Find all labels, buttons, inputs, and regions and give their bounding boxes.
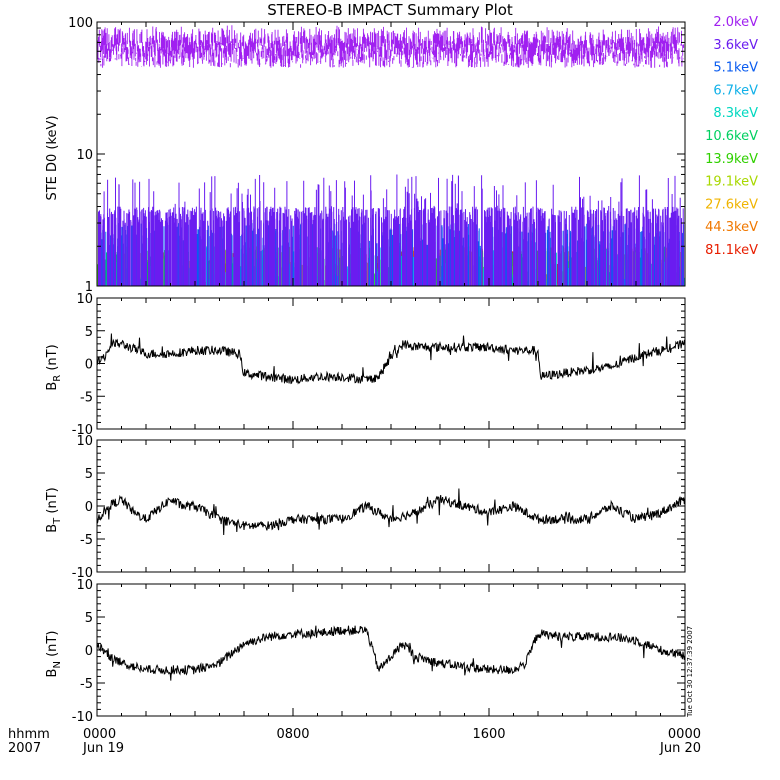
x-date-label: Jun 19	[82, 741, 124, 756]
x-row2-label: 2007	[8, 741, 41, 756]
legend-entry-3: 6.7keV	[713, 83, 758, 98]
field-trace	[96, 625, 686, 681]
timestamp-label: Tue Oct 30 12:37:39 2007	[686, 626, 694, 718]
energy-panel: 1 10 100 STE D0 (keV)	[45, 16, 686, 295]
y-tick-label: -5	[80, 390, 93, 405]
x-tick-label: 0800	[276, 727, 309, 742]
y-tick-label: -10	[72, 710, 93, 725]
field-ylabel: BR (nT)	[45, 344, 63, 390]
legend-entry-4: 8.3keV	[713, 106, 758, 121]
bt-panel: 10 5 0 -5 -10 BT (nT)	[45, 434, 686, 581]
y-tick-label: -10	[72, 423, 93, 438]
spectrum-trace-0	[97, 25, 685, 68]
x-date-label: Jun 20	[659, 741, 701, 756]
legend-entry-1: 3.6keV	[713, 38, 758, 53]
field-trace	[96, 333, 686, 385]
y-tick-label: 5	[85, 467, 93, 482]
br-panel: 10 5 0 -5 -10 BR (nT)	[45, 292, 686, 438]
legend-entry-0: 2.0keV	[713, 15, 758, 30]
x-tick-label: 0000	[668, 727, 701, 742]
legend-entry-7: 19.1keV	[705, 175, 758, 190]
energy-tick-label: 100	[68, 16, 93, 31]
chart-title: STEREO-B IMPACT Summary Plot	[267, 1, 513, 19]
field-ylabel: BN (nT)	[45, 631, 63, 678]
energy-tick-label: 10	[76, 148, 93, 163]
x-tick-label: 0000	[83, 727, 116, 742]
y-tick-label: 10	[76, 292, 93, 307]
panel-frame	[96, 583, 686, 717]
legend-entry-2: 5.1keV	[713, 61, 758, 76]
panel-frame	[96, 439, 686, 573]
bn-panel: 10 5 0 -5 -10 BN (nT)	[45, 578, 686, 725]
spectrum-trace-1	[98, 174, 684, 286]
legend-entry-8: 27.6keV	[705, 197, 758, 212]
legend-entry-9: 44.3keV	[705, 220, 758, 235]
x-row1-label: hhmm	[8, 727, 50, 742]
y-tick-label: 0	[85, 358, 93, 373]
y-tick-label: 0	[85, 500, 93, 515]
energy-ylabel: STE D0 (keV)	[45, 115, 60, 200]
field-ylabel: BT (nT)	[45, 487, 63, 533]
y-tick-label: 10	[76, 578, 93, 593]
energy-tick-label: 1	[85, 280, 93, 295]
y-tick-label: 0	[85, 644, 93, 659]
y-tick-label: 10	[76, 434, 93, 449]
legend-entry-6: 13.9keV	[705, 152, 758, 167]
y-tick-label: 5	[85, 611, 93, 626]
y-tick-label: 5	[85, 325, 93, 340]
y-tick-label: -5	[80, 533, 93, 548]
x-tick-label: 1600	[472, 727, 505, 742]
legend-entry-10: 81.1keV	[705, 243, 758, 258]
y-tick-label: -10	[72, 566, 93, 581]
y-tick-label: -5	[80, 677, 93, 692]
legend-entry-5: 10.6keV	[705, 129, 758, 144]
panel-frame	[96, 297, 686, 430]
field-trace	[96, 488, 686, 536]
